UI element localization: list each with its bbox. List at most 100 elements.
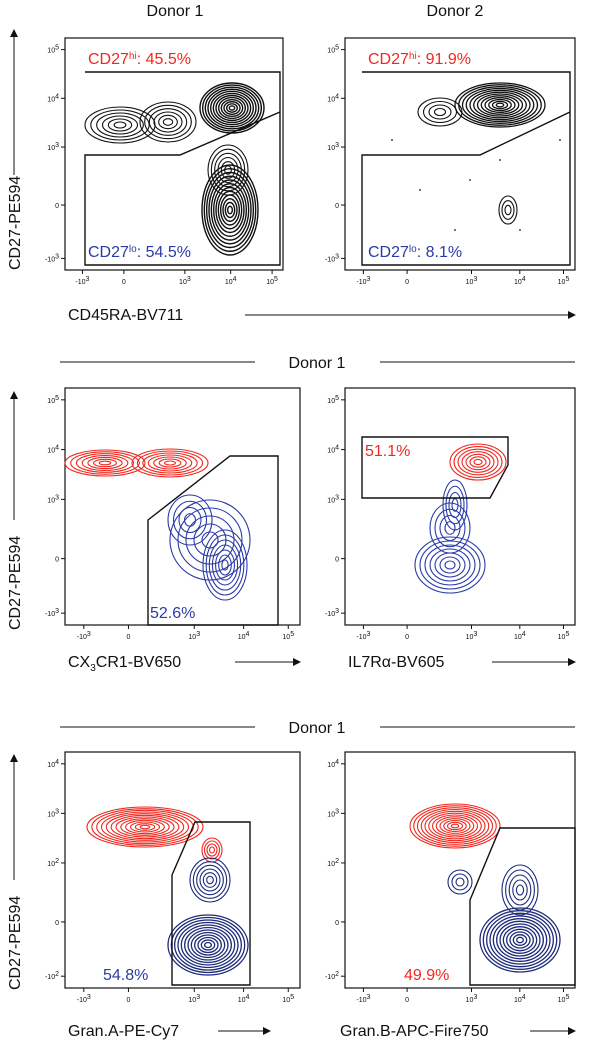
tick-exp: 3 xyxy=(335,494,339,501)
tick-exp: 3 xyxy=(55,142,59,149)
event-dot xyxy=(499,159,501,161)
gate-label: CD27hi: 91.9% xyxy=(368,51,471,68)
tick-base: 0 xyxy=(335,920,339,927)
tick-label: 103 xyxy=(47,142,59,152)
tick-label: 0 xyxy=(405,634,409,641)
gate-name: CD27 xyxy=(368,51,409,68)
tick-exp: 3 xyxy=(55,608,59,615)
gate-sup: lo xyxy=(129,244,137,255)
contour xyxy=(120,818,170,836)
contour xyxy=(489,915,551,965)
tick-exp: 5 xyxy=(55,45,59,52)
tick-label: -103 xyxy=(356,631,370,641)
contour xyxy=(210,179,250,241)
tick-base: -10 xyxy=(45,611,55,618)
contour xyxy=(224,165,232,175)
tick-exp: 4 xyxy=(335,759,339,766)
tick-base: 10 xyxy=(327,497,335,504)
contour xyxy=(442,479,468,531)
contour xyxy=(93,458,117,468)
tick-exp: 4 xyxy=(246,631,250,638)
contour xyxy=(492,918,548,962)
contour xyxy=(212,183,248,237)
tick-exp: 4 xyxy=(522,994,526,1001)
contour xyxy=(225,103,239,113)
contour xyxy=(139,824,151,830)
contour xyxy=(158,458,182,468)
tick-label: 103 xyxy=(47,494,59,504)
contour xyxy=(220,161,236,179)
contour xyxy=(64,449,146,477)
tick-base: 10 xyxy=(47,861,55,868)
tick-base: 10 xyxy=(327,861,335,868)
gate-label: 52.6% xyxy=(150,605,195,622)
gate-label: 54.8% xyxy=(103,967,148,984)
tick-exp: 4 xyxy=(233,276,237,283)
x-label: Gran.B-APC-Fire750 xyxy=(340,1023,489,1040)
tick-base: 0 xyxy=(122,279,126,286)
tick-base: 10 xyxy=(188,997,196,1004)
contour xyxy=(476,93,524,117)
contour xyxy=(196,864,224,896)
contour xyxy=(498,195,518,225)
tick-base: 10 xyxy=(188,634,196,641)
tick-label: 103 xyxy=(188,994,200,1004)
contour xyxy=(453,446,503,478)
contour xyxy=(134,823,156,831)
contour xyxy=(194,934,222,956)
contour xyxy=(205,171,255,249)
contour xyxy=(419,540,481,590)
plot-box xyxy=(64,37,284,271)
contour xyxy=(217,156,239,184)
x-label-text: CX xyxy=(68,654,91,671)
contour xyxy=(220,98,244,118)
tick-label: -102 xyxy=(325,971,339,981)
contour xyxy=(455,877,465,887)
tick-label: 105 xyxy=(327,395,339,405)
tick-base: 10 xyxy=(47,48,55,55)
tick-base: 10 xyxy=(327,145,335,152)
tick-base: -10 xyxy=(77,634,87,641)
contour xyxy=(199,82,265,134)
contour xyxy=(449,443,507,481)
contour xyxy=(512,879,528,901)
contour xyxy=(129,821,161,833)
contour xyxy=(148,108,188,136)
tick-base: 0 xyxy=(405,634,409,641)
tick-base: -10 xyxy=(356,279,366,286)
contour xyxy=(484,97,516,113)
gate-label: CD27lo: 54.5% xyxy=(88,244,191,261)
tick-base: -10 xyxy=(45,974,55,981)
contour xyxy=(434,508,466,548)
contour xyxy=(499,923,541,957)
contour xyxy=(208,175,252,245)
contour xyxy=(222,198,238,222)
gate xyxy=(361,71,571,266)
tick-base: -10 xyxy=(45,256,55,263)
tick-label: -103 xyxy=(45,253,59,263)
contour xyxy=(505,869,535,911)
tick-label: 104 xyxy=(327,93,339,103)
contour xyxy=(479,907,561,973)
contour xyxy=(177,921,239,969)
tick-label: 103 xyxy=(188,631,200,641)
tick-exp: 3 xyxy=(335,608,339,615)
contour xyxy=(167,914,249,976)
tick-exp: 2 xyxy=(335,858,339,865)
tick-label: 104 xyxy=(514,276,526,286)
contour xyxy=(221,559,229,571)
contour xyxy=(162,118,174,126)
tick-base: -10 xyxy=(356,634,366,641)
gate xyxy=(147,455,279,626)
contour xyxy=(125,819,165,835)
contour xyxy=(439,818,471,834)
tick-exp: 5 xyxy=(565,994,569,1001)
tick-exp: 5 xyxy=(335,395,339,402)
tick-exp: 3 xyxy=(55,494,59,501)
plot-box xyxy=(344,387,576,626)
contour xyxy=(212,92,252,124)
contour xyxy=(205,534,245,596)
tick-label: 105 xyxy=(282,994,294,1004)
tick-exp: 2 xyxy=(55,858,59,865)
